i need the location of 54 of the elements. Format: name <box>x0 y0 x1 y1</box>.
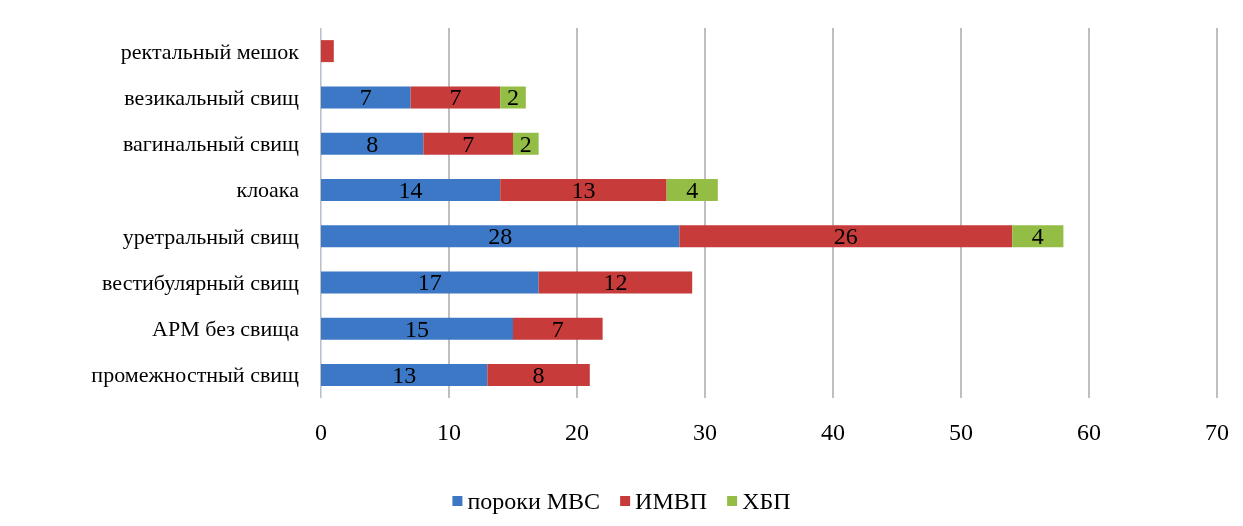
bar <box>321 317 513 340</box>
x-tick-label: 60 <box>1077 419 1101 445</box>
data-label: 7 <box>449 84 462 111</box>
data-label: 7 <box>359 84 372 111</box>
bar <box>513 317 603 340</box>
bar <box>666 178 718 201</box>
y-tick-label: везикальный свищ <box>124 84 300 110</box>
bar <box>1012 225 1064 248</box>
data-label: 8 <box>366 130 379 157</box>
data-label: 4 <box>1031 223 1044 250</box>
bar <box>538 271 693 294</box>
bar <box>321 132 424 155</box>
data-label: 17 <box>417 269 442 296</box>
bar <box>321 225 680 248</box>
data-label: 7 <box>462 130 475 157</box>
bar <box>487 363 590 386</box>
legend-label: ИМВП <box>635 488 708 514</box>
bar <box>321 86 411 109</box>
x-tick-label: 30 <box>693 419 717 445</box>
y-tick-label: вагинальный свищ <box>122 131 300 157</box>
x-tick-label: 0 <box>315 419 327 445</box>
bar <box>410 86 501 109</box>
x-tick-label: 10 <box>437 419 461 445</box>
data-label: 12 <box>603 269 628 296</box>
data-label: 28 <box>488 223 513 250</box>
data-label: 2 <box>519 130 532 157</box>
y-tick-label: промежностный свищ <box>91 362 300 388</box>
y-tick-label: клоака <box>236 177 300 203</box>
x-tick-label: 40 <box>821 419 845 445</box>
y-tick-label: АРМ без свища <box>152 316 300 342</box>
legend-label: пороки МВС <box>467 488 601 514</box>
x-tick-label: 70 <box>1205 419 1229 445</box>
data-label: 26 <box>833 223 858 250</box>
legend-label: ХБП <box>742 488 791 514</box>
bar <box>321 271 539 294</box>
x-tick-label: 20 <box>565 419 589 445</box>
data-label: 13 <box>571 176 596 203</box>
x-tick-label: 50 <box>949 419 973 445</box>
y-tick-label: ректальный мешок <box>120 38 300 64</box>
bar <box>679 225 1013 248</box>
data-label: 15 <box>405 315 429 342</box>
y-tick-label: уретральный свищ <box>122 223 300 249</box>
data-label: 8 <box>532 361 545 388</box>
bar <box>423 132 513 155</box>
bar <box>321 363 488 386</box>
bar <box>321 178 501 201</box>
data-label: 7 <box>551 315 564 342</box>
data-label: 4 <box>686 176 699 203</box>
data-label: 2 <box>507 84 519 111</box>
y-tick-label: вестибулярный свищ <box>102 269 300 295</box>
data-label: 13 <box>392 361 417 388</box>
data-label: 14 <box>398 176 423 203</box>
bar <box>500 178 667 201</box>
bar <box>321 40 334 63</box>
